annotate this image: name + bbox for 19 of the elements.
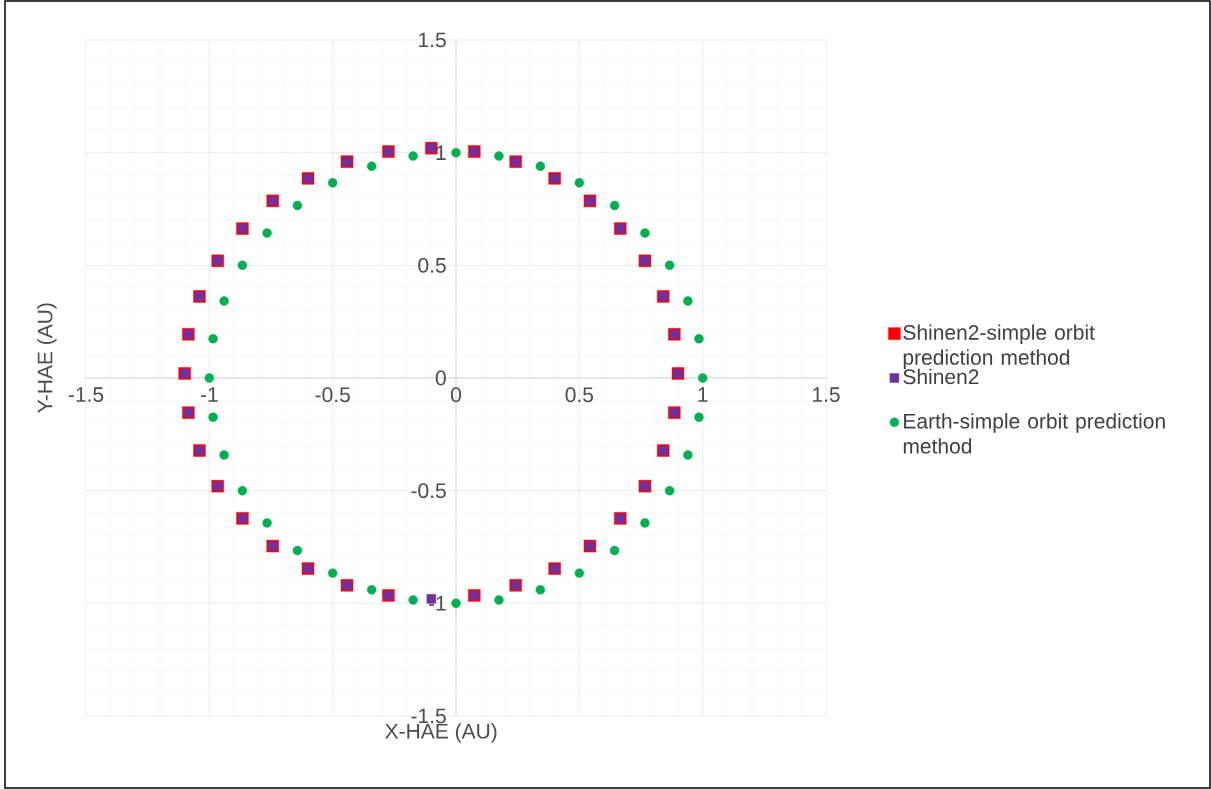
y-tick-label: 1 [436, 145, 446, 160]
legend-label: Shinen2 [903, 368, 979, 385]
y-tick-label: 0.5 [418, 257, 446, 273]
y-tick-label: 1.5 [419, 32, 446, 48]
x-tick-label: 0.5 [565, 387, 594, 403]
x-tick-label: -1.5 [68, 387, 104, 402]
x-tick-label: 1.5 [813, 387, 840, 402]
x-tick-label: -0.5 [315, 387, 350, 403]
legend-label: Earth-simple orbit prediction method [903, 413, 1165, 454]
x-tick-label: 0 [450, 387, 462, 403]
x-tick-label: 1 [698, 387, 708, 402]
y-tick-label: -1 [428, 596, 446, 611]
x-tick-label: -1 [200, 387, 218, 402]
y-tick-label: 0 [435, 370, 446, 386]
y-tick-label: -0.5 [411, 483, 446, 499]
legend-label: Shinen2-simple orbit prediction method [903, 324, 1095, 370]
x-axis-title: X-HAE (AU) [385, 723, 497, 743]
y-tick-label: -1.5 [411, 708, 446, 724]
y-axis-title: Y-HAE (AU) [37, 303, 57, 413]
